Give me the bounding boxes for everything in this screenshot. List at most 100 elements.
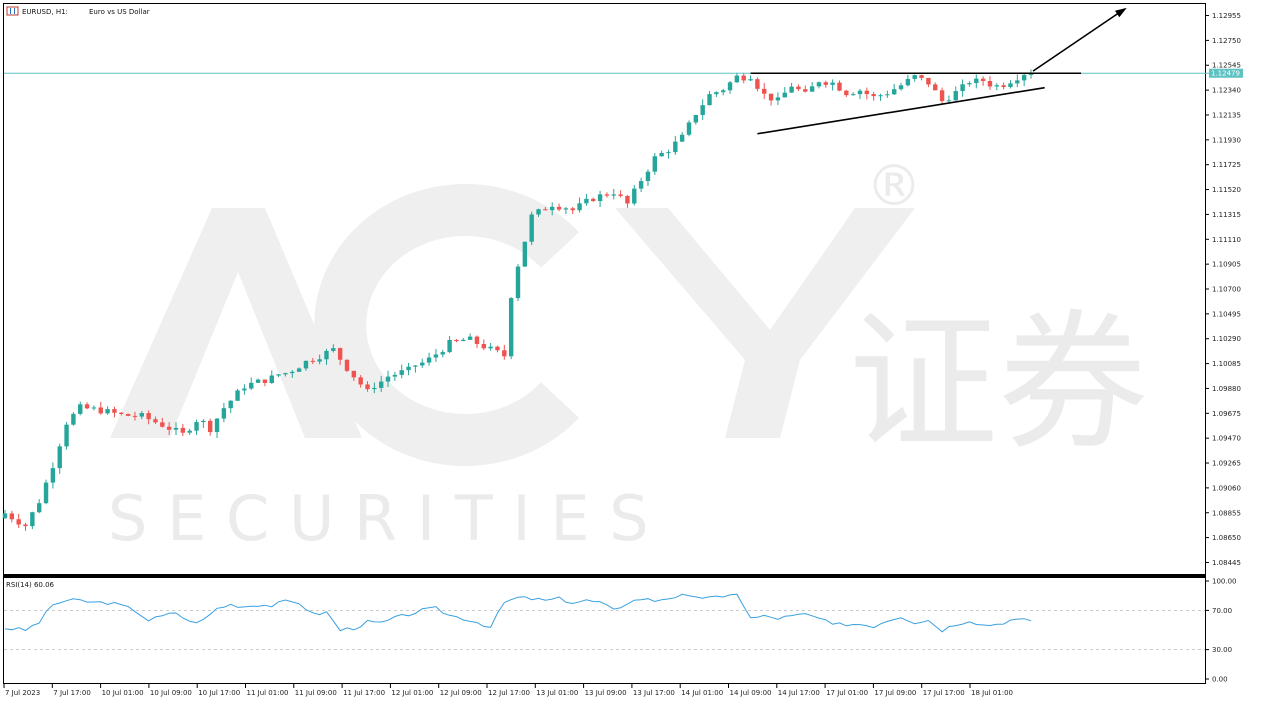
watermark: ® 证券 S E C U R I T I E S	[108, 154, 1148, 555]
candle	[885, 90, 890, 98]
candle-body	[850, 94, 856, 96]
candle-body	[577, 203, 582, 211]
price-tick-label: 1.12750	[1212, 37, 1241, 45]
candle-body	[768, 93, 774, 101]
candle-body	[37, 503, 42, 513]
candle	[809, 82, 815, 92]
price-tick-label: 1.11315	[1212, 211, 1241, 219]
candle-body	[214, 418, 220, 433]
candle	[741, 72, 746, 84]
watermark-logo-y	[615, 208, 915, 438]
candle-body	[71, 413, 76, 425]
candle	[892, 83, 897, 95]
candle-body	[502, 350, 507, 357]
candle	[385, 370, 391, 387]
breakout-arrow-shaft[interactable]	[1032, 8, 1126, 72]
candle	[358, 375, 363, 388]
candle-body	[180, 427, 186, 433]
candle	[420, 358, 425, 368]
candle-body	[139, 413, 144, 417]
candle-body	[871, 94, 876, 97]
candle	[317, 354, 322, 365]
candle	[980, 76, 986, 86]
candle	[235, 388, 240, 401]
price-tick-label: 1.10290	[1212, 335, 1241, 343]
candle-body	[64, 424, 69, 447]
price-tick-label: 1.09470	[1212, 435, 1241, 443]
candle-body	[303, 360, 309, 369]
candle	[939, 87, 945, 105]
candle-body	[461, 339, 466, 342]
candle	[255, 378, 261, 384]
price-tick-label: 1.10905	[1212, 261, 1241, 269]
time-tick-label: 10 Jul 09:00	[150, 689, 192, 697]
candle	[652, 153, 657, 175]
candle	[112, 406, 117, 418]
rsi-label: RSI(14) 60.06	[6, 581, 55, 589]
candle-body	[495, 346, 500, 351]
candle-body	[748, 79, 753, 81]
price-tick-label: 1.08650	[1212, 534, 1241, 542]
candle-body	[844, 90, 849, 96]
candle	[413, 365, 418, 373]
price-tick-label: 1.08855	[1212, 509, 1241, 517]
candle-body	[372, 387, 377, 390]
candle	[987, 76, 993, 90]
candle	[379, 376, 384, 393]
candle	[967, 81, 972, 87]
candle	[194, 419, 199, 435]
candle-body	[775, 97, 781, 101]
candle-body	[693, 115, 699, 123]
candle-body	[597, 194, 603, 202]
candle-body	[146, 413, 151, 420]
candle	[926, 77, 931, 88]
candle-body	[803, 89, 808, 92]
candle-body	[727, 82, 733, 91]
candle	[433, 349, 439, 362]
candle-body	[980, 78, 986, 82]
candle	[372, 382, 377, 394]
candle-body	[447, 340, 452, 353]
candle	[146, 410, 151, 425]
candle-body	[905, 78, 911, 86]
time-tick-label: 14 Jul 01:00	[681, 689, 723, 697]
candle	[727, 81, 733, 94]
watermark-tagline: S E C U R I T I E S	[108, 482, 649, 555]
time-tick-label: 11 Jul 09:00	[295, 689, 337, 697]
candle-body	[878, 95, 883, 97]
rsi-series	[4, 593, 1032, 633]
price-tick-label: 1.10700	[1212, 286, 1241, 294]
time-tick-label: 12 Jul 01:00	[391, 689, 433, 697]
candle-body	[953, 91, 958, 101]
candle	[536, 208, 541, 217]
candle	[577, 197, 582, 213]
candle-body	[310, 360, 315, 362]
candle	[290, 370, 295, 378]
candle-body	[919, 75, 924, 78]
candle	[1021, 73, 1027, 87]
candle-body	[673, 141, 678, 153]
price-tick-label: 1.11520	[1212, 186, 1241, 194]
candle	[351, 370, 357, 381]
candle	[303, 360, 309, 371]
trendline-support[interactable]	[757, 86, 1045, 135]
candle-body	[426, 357, 432, 363]
time-tick-label: 7 Jul 17:00	[53, 689, 91, 697]
candle-body	[652, 156, 657, 172]
candle-body	[659, 152, 664, 157]
candle	[679, 132, 685, 143]
symbol-icon	[6, 6, 19, 16]
candle	[604, 192, 610, 198]
candle-body	[132, 415, 138, 417]
candle	[23, 522, 28, 531]
candle-body	[221, 408, 227, 419]
candle-body	[734, 75, 740, 83]
candle-body	[187, 430, 192, 433]
candle-body	[255, 379, 261, 383]
candle-body	[112, 409, 117, 413]
symbol-description: Euro vs US Dollar	[89, 8, 150, 16]
candle	[30, 511, 35, 530]
rsi-tick-label: 30.00	[1212, 646, 1232, 654]
candle	[139, 411, 144, 420]
